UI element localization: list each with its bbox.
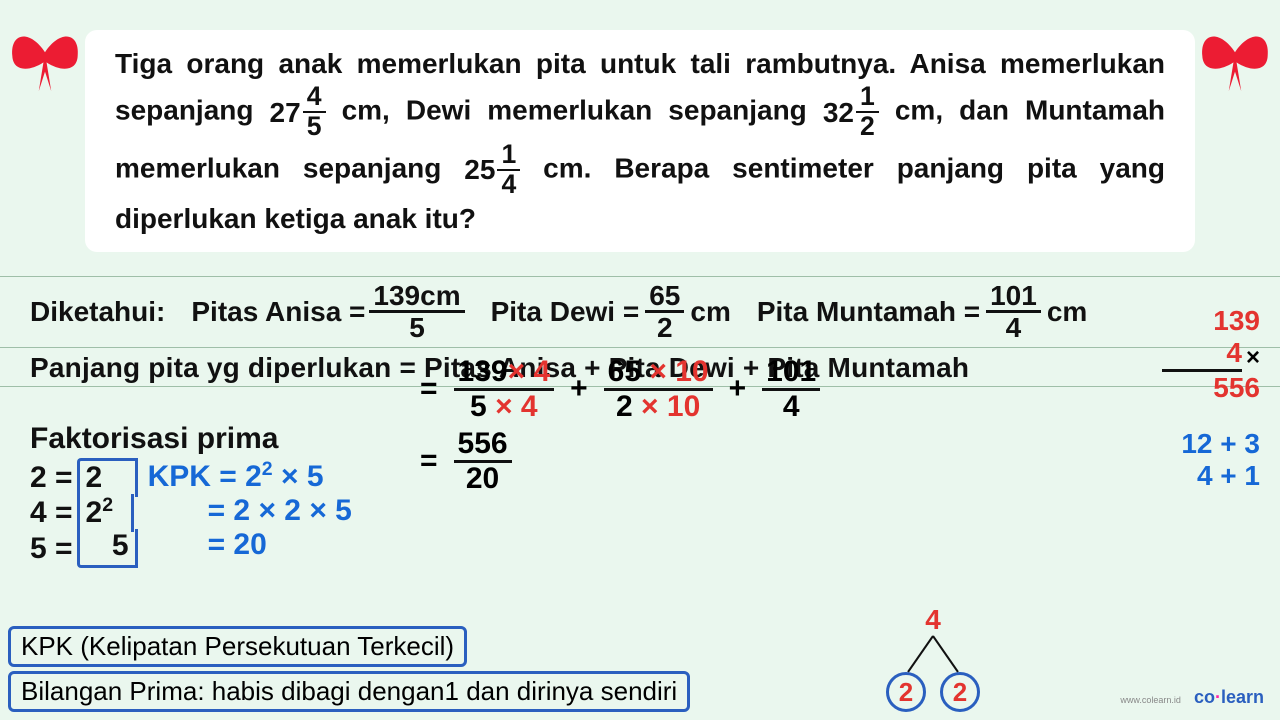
note-kpk: KPK (Kelipatan Persekutuan Terkecil) — [8, 626, 467, 667]
mixed-fraction: 25 1 4 — [464, 141, 520, 199]
fraction: 101 4 — [986, 281, 1041, 343]
equation-steps: = 139× 4 5 × 4 + 65 × 10 2 × 10 + 101 4 — [420, 350, 820, 500]
prime-leaf: 2 — [940, 672, 980, 712]
given-row: Diketahui: Pitas Anisa = 139cm 5 Pita De… — [30, 281, 1250, 343]
kpk-calc: KPK = 22 × 5 = 2 × 2 × 5 = 20 — [148, 458, 352, 562]
fraction: 65 × 10 2 × 10 — [604, 356, 713, 422]
question-box: Tiga orang anak memerlukan pita untuk ta… — [85, 30, 1195, 252]
divider — [0, 347, 1280, 348]
fraction: 556 20 — [454, 428, 512, 494]
note-boxes: KPK (Kelipatan Persekutuan Terkecil) Bil… — [8, 626, 690, 712]
prime-leaf: 2 — [886, 672, 926, 712]
tree-branches-icon — [893, 634, 973, 674]
bow-icon — [1195, 25, 1275, 95]
mixed-fraction: 32 1 2 — [823, 83, 879, 141]
factor-column-box: 2 — [77, 458, 138, 497]
fraction: 139cm 5 — [369, 281, 464, 343]
fraction: 139× 4 5 × 4 — [454, 356, 555, 422]
side-multiplication: 139 4 × 556 12 + 3 4 + 1 — [1162, 305, 1260, 492]
bow-icon — [5, 25, 85, 95]
mixed-fraction: 27 4 5 — [270, 83, 326, 141]
divider — [0, 276, 1280, 277]
factor-title: Faktorisasi prima — [30, 422, 352, 456]
note-prima: Bilangan Prima: habis dibagi dengan1 dan… — [8, 671, 690, 712]
fraction: 65 2 — [645, 281, 684, 343]
lesson-slide: Tiga orang anak memerlukan pita untuk ta… — [0, 0, 1280, 720]
label: Diketahui: — [30, 296, 165, 328]
brand-logo: www.colearn.id co·learn — [1120, 687, 1264, 708]
factor-tree: 4 2 2 — [886, 604, 980, 712]
fraction: 101 4 — [762, 356, 820, 422]
